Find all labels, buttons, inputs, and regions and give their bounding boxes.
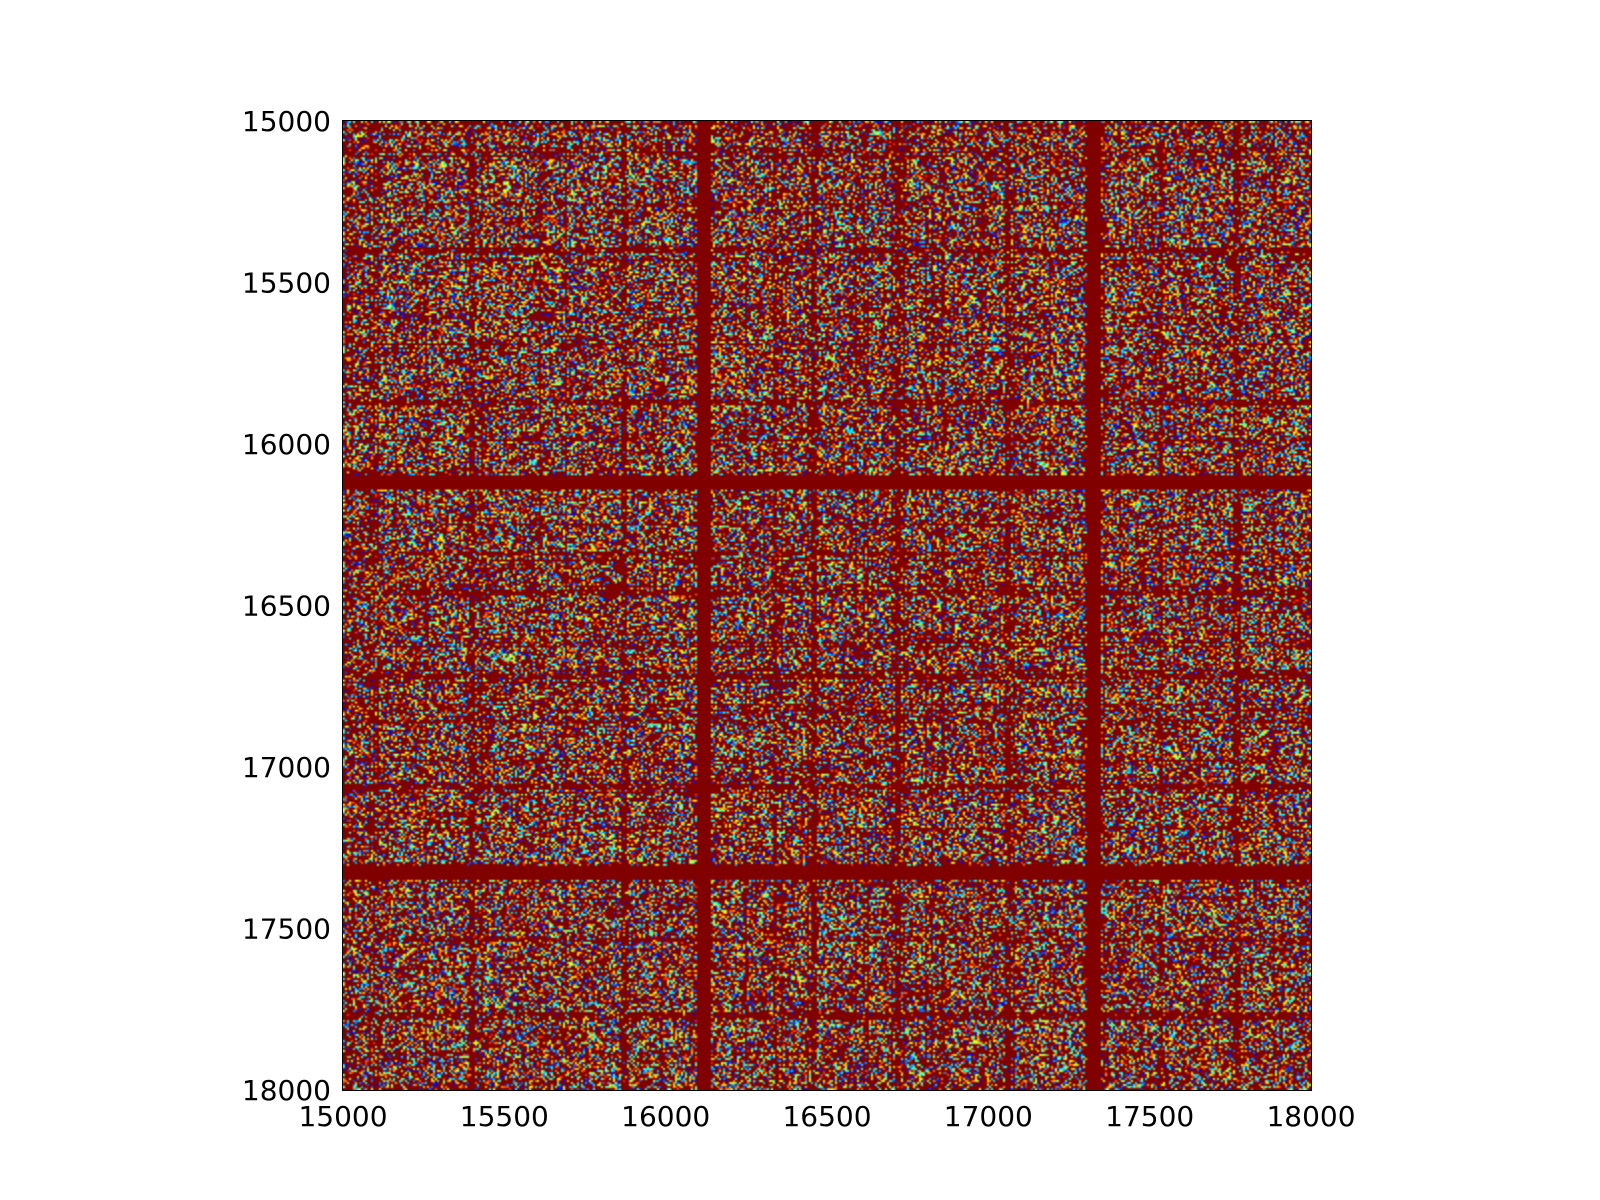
y-tick-label: 16500: [242, 590, 331, 623]
x-axis-ticks: 15000 15500 16000 16500 17000 17500 18000: [298, 121, 1356, 1133]
x-tick-label: 15000: [298, 1100, 387, 1133]
x-tick-label: 16500: [782, 1100, 871, 1133]
y-tick-label: 16000: [242, 428, 331, 461]
heatmap-image: [343, 121, 1311, 1090]
y-axis-ticks: 15000 15500 16000 16500 17000 17500 18000: [242, 105, 1311, 1107]
x-tick-label: 17000: [944, 1100, 1033, 1133]
y-tick-label: 18000: [242, 1074, 331, 1107]
x-tick-label: 16000: [621, 1100, 710, 1133]
y-tick-label: 17000: [242, 751, 331, 784]
x-tick-label: 17500: [1105, 1100, 1194, 1133]
x-tick-label: 15500: [460, 1100, 549, 1133]
x-tick-label: 18000: [1266, 1100, 1355, 1133]
y-tick-label: 15500: [242, 267, 331, 300]
y-tick-label: 17500: [242, 913, 331, 946]
y-tick-label: 15000: [242, 105, 331, 138]
